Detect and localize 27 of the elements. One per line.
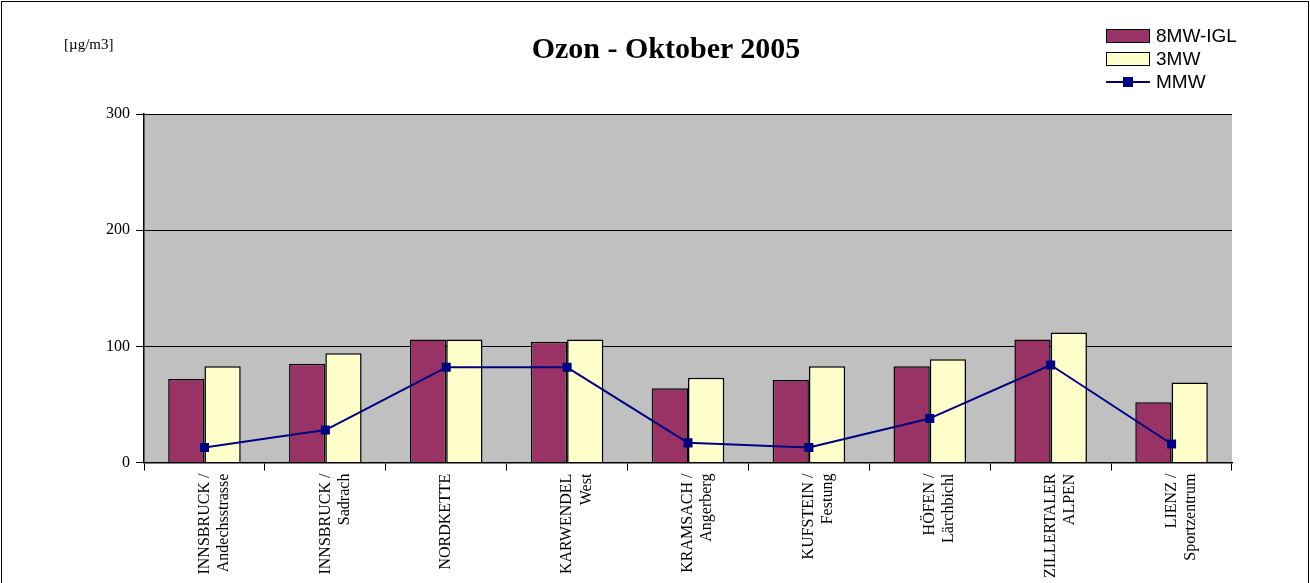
point	[320, 425, 330, 435]
point	[804, 442, 814, 453]
x-tick-label: INNSBRUCK / Andechsstrasse	[194, 473, 231, 575]
y-tick-label: 200	[106, 220, 130, 238]
point	[925, 413, 935, 423]
x-tick-label: KARWENDEL West	[557, 473, 594, 575]
chart-title: Ozon - Oktober 2005	[531, 30, 801, 64]
y-tick-label: 300	[106, 104, 130, 122]
point	[562, 362, 572, 372]
point	[1046, 360, 1056, 370]
legend-label: 8MW-IGL	[1156, 24, 1237, 47]
legend-label: 3MW	[1156, 47, 1201, 70]
x-tick-label: ZILLERTALER ALPEN	[1040, 473, 1078, 579]
x-tick-label: HÖFEN / Lärchbichl	[919, 473, 957, 543]
x-tick-label: NORDKETTE	[436, 473, 454, 570]
y-axis-title: [µg/m3]	[64, 36, 114, 53]
point	[683, 438, 693, 448]
x-tick-label: INNSBRUCK / Sadrach	[315, 473, 352, 575]
point	[441, 362, 451, 372]
legend-label: MMW	[1156, 70, 1206, 93]
x-tick-label: LIENZ / Sportzentrum	[1161, 473, 1199, 561]
x-tick-label: KRAMSACH / Angerberg	[678, 473, 716, 573]
x-tick-label: KUFSTEIN / Festung	[799, 473, 837, 560]
point	[1167, 439, 1177, 449]
y-tick-label: 0	[122, 452, 130, 470]
point	[199, 442, 209, 453]
y-tick-label: 100	[106, 336, 130, 354]
